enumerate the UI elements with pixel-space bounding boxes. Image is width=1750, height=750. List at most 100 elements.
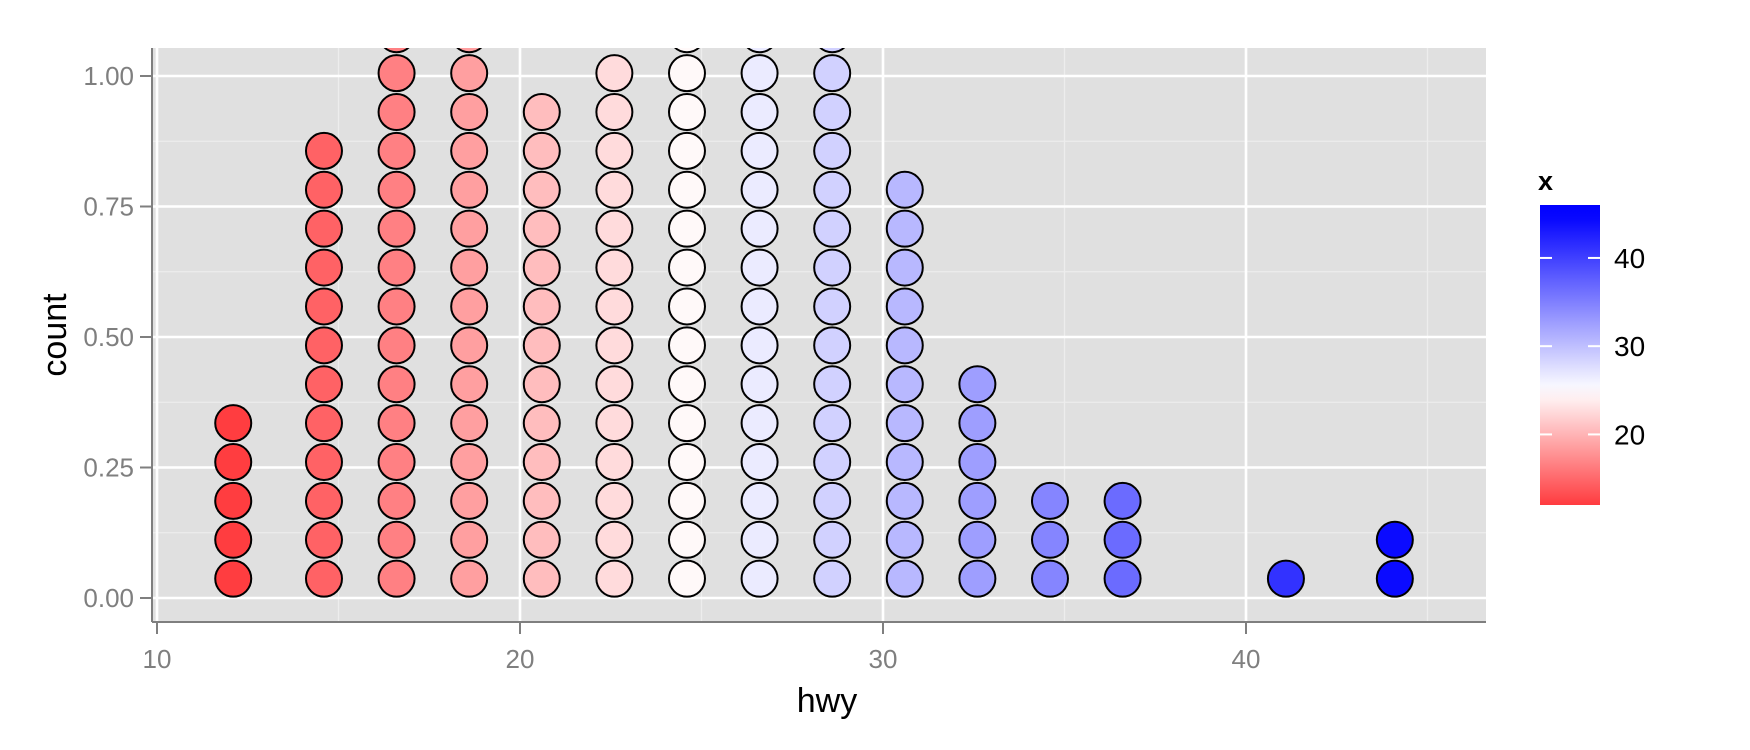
data-dot (522, 559, 561, 598)
data-dot (885, 443, 924, 482)
data-dot (214, 559, 253, 598)
data-dot (595, 248, 634, 287)
data-dot (377, 326, 416, 365)
dot-stack (1103, 481, 1142, 598)
data-dot (667, 170, 706, 209)
top-clip-mask (0, 0, 1750, 48)
data-dot (667, 481, 706, 520)
data-dot (304, 481, 343, 520)
data-dot (304, 520, 343, 559)
data-dot (450, 326, 489, 365)
data-dot (450, 443, 489, 482)
dot-stack (740, 15, 779, 598)
data-dot (304, 248, 343, 287)
data-dot (377, 248, 416, 287)
data-dot (1375, 520, 1414, 559)
data-dot (667, 209, 706, 248)
data-dot (1103, 520, 1142, 559)
data-dot (1030, 520, 1069, 559)
x-axis-title: hwy (797, 682, 857, 720)
data-dot (214, 520, 253, 559)
data-dot (377, 287, 416, 326)
data-dot (595, 93, 634, 132)
data-dot (958, 559, 997, 598)
data-dot (740, 365, 779, 404)
data-dot (740, 559, 779, 598)
data-dot (377, 404, 416, 443)
data-dot (740, 443, 779, 482)
data-dot (667, 559, 706, 598)
data-dot (214, 404, 253, 443)
data-dot (214, 443, 253, 482)
data-dot (1103, 559, 1142, 598)
data-dot (377, 520, 416, 559)
data-dot (450, 481, 489, 520)
data-dot (667, 365, 706, 404)
data-dot (595, 404, 634, 443)
data-dot (813, 93, 852, 132)
data-dot (377, 93, 416, 132)
data-dot (450, 54, 489, 93)
data-dot (813, 248, 852, 287)
data-dot (377, 443, 416, 482)
legend-label: 30 (1614, 331, 1645, 362)
data-dot (450, 170, 489, 209)
data-dot (595, 365, 634, 404)
dot-stack (813, 15, 852, 598)
data-dot (667, 326, 706, 365)
data-dot (522, 170, 561, 209)
x-tick-label: 10 (143, 644, 172, 674)
color-legend: x 20 30 40 (1538, 166, 1645, 505)
data-dot (667, 287, 706, 326)
data-dot (813, 170, 852, 209)
data-dot (667, 93, 706, 132)
y-tick-label: 0.00 (83, 583, 134, 613)
data-dot (304, 404, 343, 443)
data-dot (813, 365, 852, 404)
data-dot (813, 481, 852, 520)
legend-title: x (1538, 166, 1553, 196)
data-dot (885, 404, 924, 443)
dot-stack (958, 365, 997, 598)
data-dots (0, 0, 1750, 598)
data-dot (813, 520, 852, 559)
data-dot (304, 209, 343, 248)
data-dot (595, 326, 634, 365)
data-dot (1266, 559, 1305, 598)
data-dot (667, 248, 706, 287)
data-dot (450, 131, 489, 170)
data-dot (813, 326, 852, 365)
data-dot (304, 287, 343, 326)
data-dot (1030, 559, 1069, 598)
data-dot (522, 131, 561, 170)
data-dot (595, 443, 634, 482)
data-dot (958, 520, 997, 559)
data-dot (667, 131, 706, 170)
dot-stack (1266, 559, 1305, 598)
data-dot (304, 365, 343, 404)
data-dot (522, 365, 561, 404)
data-dot (740, 404, 779, 443)
data-dot (885, 287, 924, 326)
dot-stack (522, 93, 561, 598)
data-dot (813, 287, 852, 326)
data-dot (595, 520, 634, 559)
data-dot (450, 209, 489, 248)
data-dot (885, 481, 924, 520)
data-dot (885, 365, 924, 404)
data-dot (885, 326, 924, 365)
data-dot (522, 287, 561, 326)
data-dot (667, 54, 706, 93)
data-dot (667, 443, 706, 482)
dot-stack (885, 170, 924, 598)
data-dot (958, 443, 997, 482)
data-dot (450, 559, 489, 598)
data-dot (740, 93, 779, 132)
data-dot (740, 520, 779, 559)
data-dot (595, 209, 634, 248)
data-dot (740, 209, 779, 248)
y-axis-title: count (36, 293, 74, 377)
data-dot (522, 443, 561, 482)
data-dot (522, 209, 561, 248)
data-dot (1030, 481, 1069, 520)
